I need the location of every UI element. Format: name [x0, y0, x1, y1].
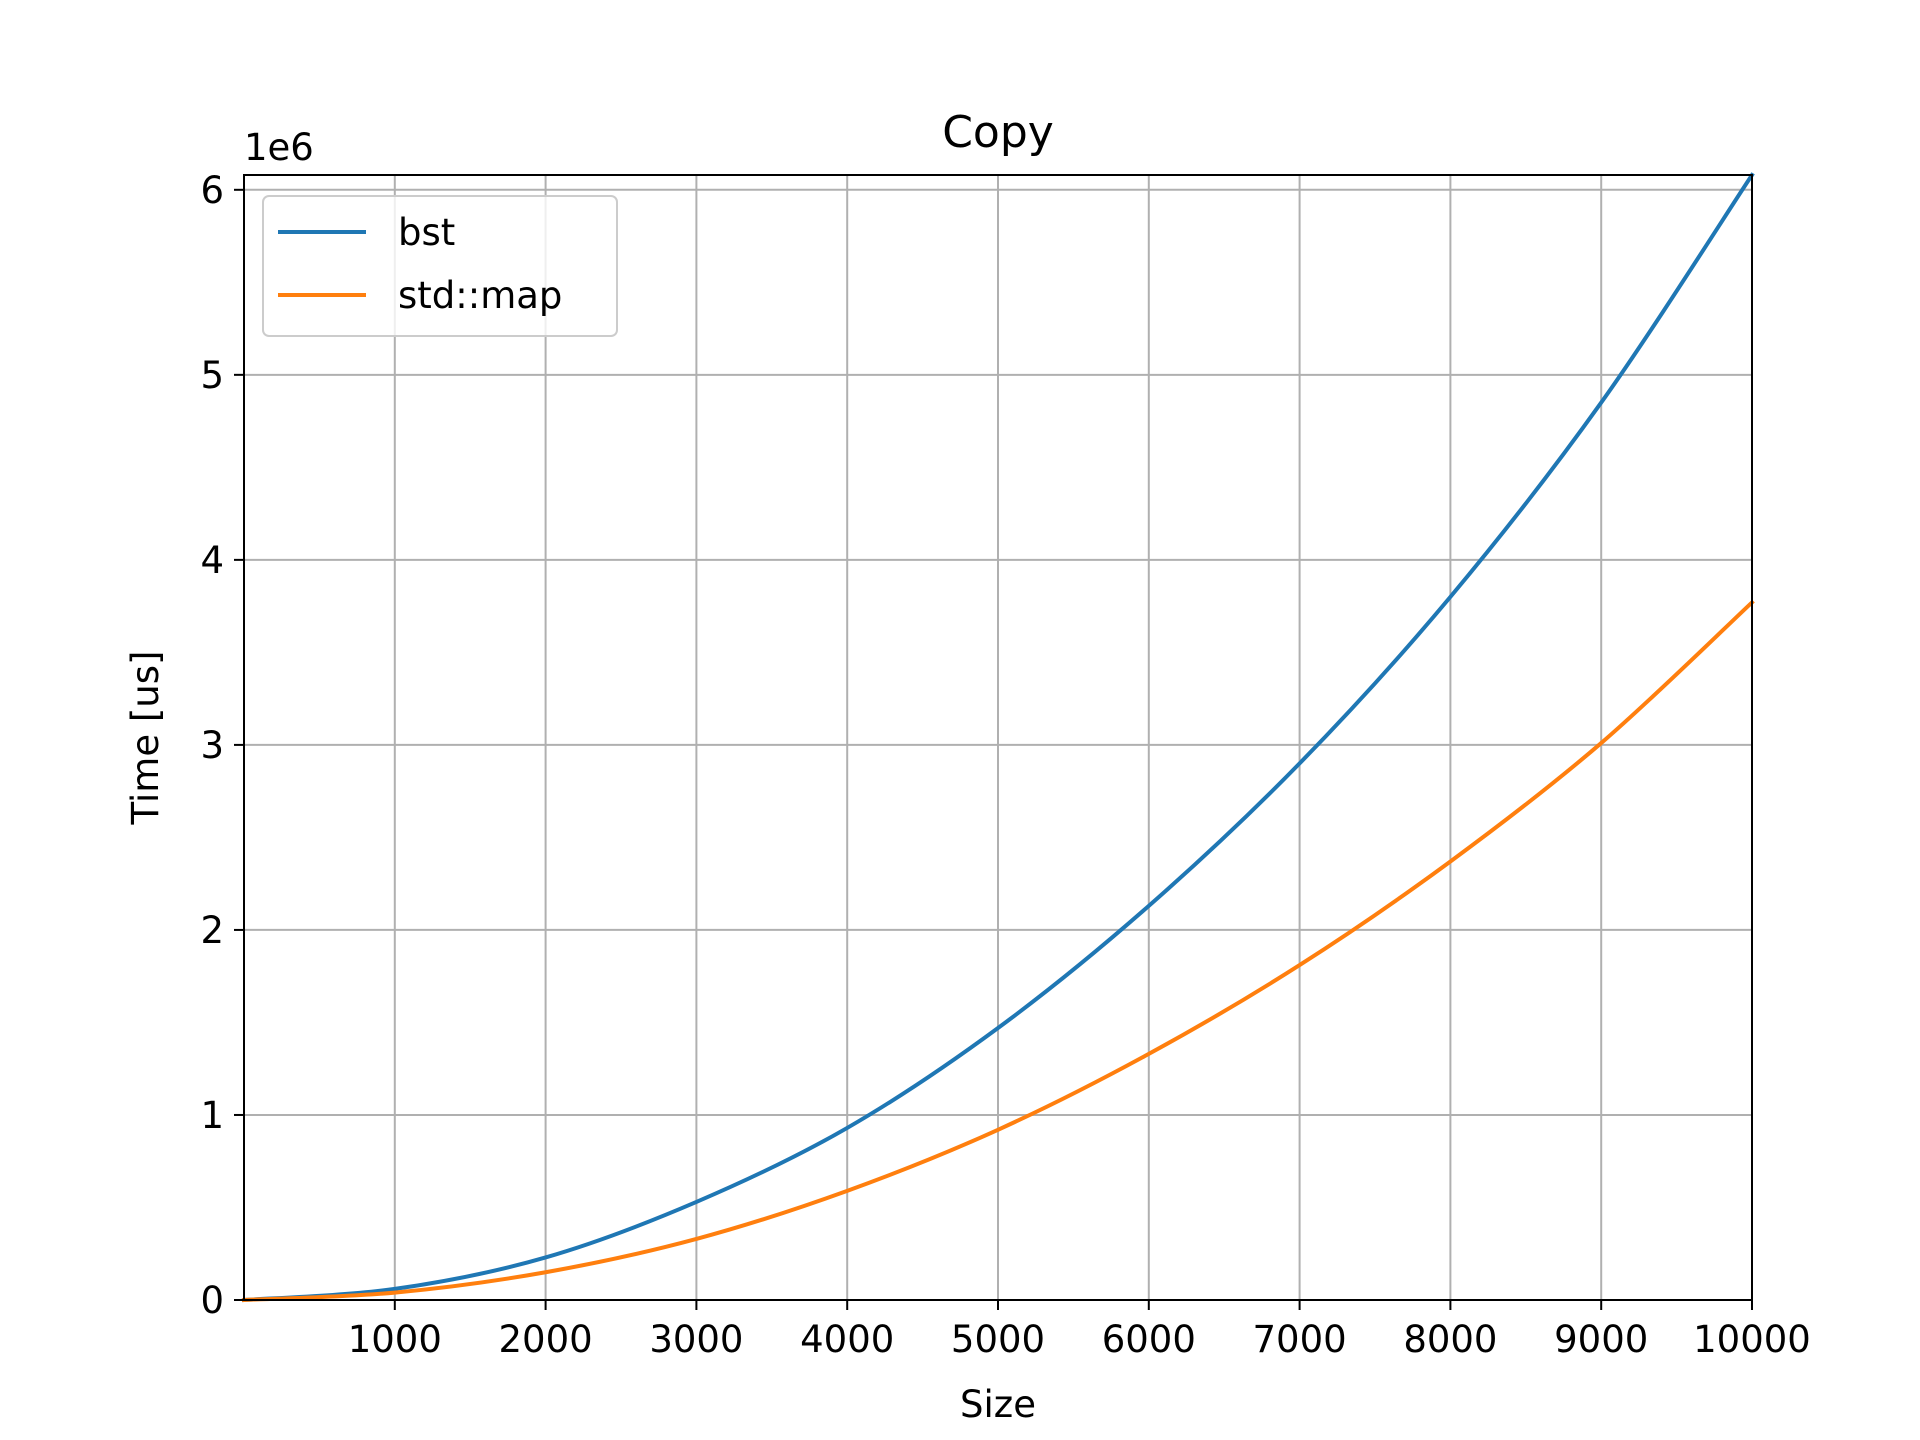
- legend-label-std-map: std::map: [398, 274, 562, 317]
- x-axis-label: Size: [960, 1383, 1036, 1426]
- x-tick-label: 4000: [800, 1318, 894, 1361]
- x-tick-label: 5000: [951, 1318, 1045, 1361]
- y-tick-label: 1: [200, 1094, 224, 1137]
- y-tick-label: 4: [200, 539, 224, 582]
- x-tick-label: 8000: [1403, 1318, 1497, 1361]
- legend-label-bst: bst: [398, 211, 455, 254]
- y-axis-label: Time [us]: [124, 651, 167, 826]
- axis-ticks: 1000 2000 3000 4000 5000 6000 7000 8000 9000 1000…: [200, 169, 1810, 1361]
- y-tick-label: 3: [200, 724, 224, 767]
- x-tick-label: 6000: [1102, 1318, 1196, 1361]
- y-offset-label: 1e6: [244, 126, 314, 169]
- series-line-bst: [241, 172, 1755, 1303]
- x-tick-label: 9000: [1554, 1318, 1648, 1361]
- y-tick-label: 5: [200, 354, 224, 397]
- y-tick-label: 0: [200, 1279, 224, 1322]
- series-line-std-map: [241, 599, 1755, 1303]
- x-tick-label: 7000: [1253, 1318, 1347, 1361]
- x-tick-label: 1000: [348, 1318, 442, 1361]
- x-tick-label: 3000: [649, 1318, 743, 1361]
- chart-title: Copy: [942, 107, 1054, 158]
- y-tick-label: 6: [200, 169, 224, 212]
- y-tick-label: 2: [200, 909, 224, 952]
- series-lines: [241, 172, 1755, 1303]
- x-tick-label: 2000: [499, 1318, 593, 1361]
- x-tick-label: 10000: [1693, 1318, 1811, 1361]
